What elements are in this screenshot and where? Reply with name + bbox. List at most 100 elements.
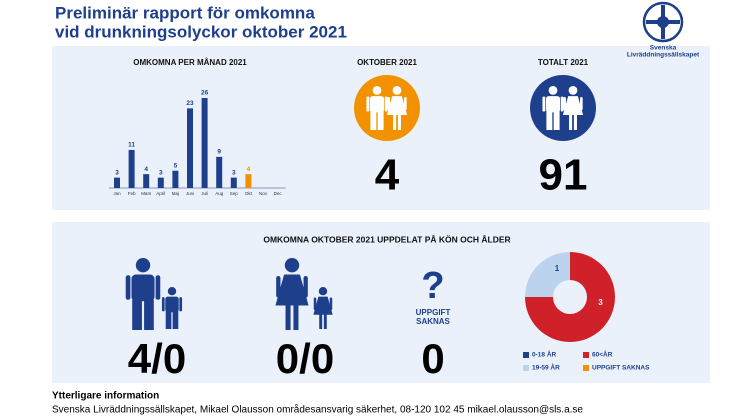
person-arm — [155, 275, 161, 300]
title-line: Preliminär rapport för omkomna — [55, 3, 315, 22]
x-tick-label: Jan — [113, 191, 121, 196]
x-tick-label: Juli — [201, 191, 208, 196]
donut-slice — [525, 252, 570, 297]
x-tick-label: Mars — [141, 191, 152, 196]
stat-value: 91 — [539, 151, 588, 200]
donut-slice — [525, 252, 615, 342]
x-tick-label: Maj — [172, 191, 179, 196]
person-arm — [161, 297, 165, 312]
chart-title: OMKOMNA PER MÅNAD 2021 — [133, 58, 247, 67]
person-body — [165, 296, 179, 313]
person-body — [369, 96, 385, 113]
logo-text: Svenska — [650, 45, 677, 52]
value-label: 4 — [144, 166, 148, 173]
person-leg — [573, 114, 577, 130]
legend-swatch — [523, 365, 529, 371]
women-count: 0/0 — [276, 335, 334, 382]
person-body — [313, 296, 333, 315]
person-leg — [393, 114, 397, 130]
question-icon: ? — [421, 265, 444, 307]
logo-text: Livräddningssällskapet — [627, 52, 700, 59]
person-head — [392, 86, 402, 95]
person-arm — [329, 297, 333, 311]
person-arm — [387, 97, 390, 111]
x-tick-label: Sep — [230, 191, 239, 196]
value-label: 3 — [159, 169, 163, 176]
person-leg — [172, 311, 179, 329]
bar — [230, 177, 237, 188]
person-leg — [165, 311, 172, 329]
slice-label: 3 — [598, 298, 603, 307]
value-label: 9 — [217, 149, 221, 156]
stat-title: OKTOBER 2021 — [357, 58, 417, 67]
x-tick-label: Nov — [259, 191, 268, 196]
person-head — [372, 86, 382, 95]
legend-swatch — [583, 352, 589, 358]
person-arm — [563, 97, 566, 111]
legend-label: 0-18 ÅR — [532, 350, 557, 359]
person-leg — [370, 111, 377, 130]
person-body — [275, 274, 309, 306]
bar — [114, 177, 120, 188]
person-arm — [366, 96, 370, 112]
value-label: 5 — [174, 162, 178, 169]
title-line: vid drunkningsolyckor oktober 2021 — [55, 22, 347, 41]
person-arm — [313, 297, 317, 311]
value-label: 23 — [186, 100, 194, 107]
person-leg — [553, 111, 560, 130]
logo — [642, 1, 684, 43]
bar — [128, 149, 135, 188]
value-label: 3 — [115, 169, 119, 176]
bar — [172, 170, 179, 188]
value-label: 11 — [128, 142, 135, 149]
unknown-label: SAKNAS — [416, 317, 450, 326]
person-leg — [397, 114, 401, 130]
person-leg — [546, 111, 553, 130]
x-tick-label: Dec — [274, 191, 283, 196]
person-body — [545, 96, 561, 113]
slice-label: 1 — [555, 264, 560, 273]
x-tick-label: Okt — [245, 191, 253, 196]
person-leg — [144, 299, 154, 330]
person-leg — [569, 114, 573, 130]
person-head — [167, 287, 177, 296]
men-count: 4/0 — [128, 335, 186, 382]
person-body — [386, 96, 408, 116]
section-title: OMKOMNA OKTOBER 2021 UPPDELAT PÅ KÖN OCH… — [263, 234, 510, 244]
person-leg — [285, 304, 291, 330]
person-head — [548, 86, 558, 95]
legend-swatch — [583, 365, 589, 371]
logo-center — [657, 16, 669, 28]
person-leg — [377, 111, 384, 130]
bar — [201, 98, 208, 188]
bar — [187, 108, 193, 188]
person-arm — [404, 97, 407, 111]
bar — [143, 174, 150, 188]
value-label: 3 — [232, 169, 236, 176]
bar — [157, 177, 164, 188]
person-arm — [125, 275, 131, 300]
x-tick-label: Aug — [215, 191, 224, 196]
footer-heading: Ytterligare information — [52, 391, 159, 402]
legend-label: 19-59 ÅR — [532, 363, 560, 372]
person-leg — [132, 299, 142, 330]
person-leg — [323, 313, 327, 329]
stat-title: TOTALT 2021 — [538, 58, 589, 67]
person-head — [284, 258, 300, 273]
person-head — [135, 258, 151, 273]
person-head — [318, 287, 328, 296]
person-arm — [580, 97, 583, 111]
bar — [245, 174, 252, 188]
footer-text: Svenska Livräddningssällskapet, Mikael O… — [52, 404, 583, 416]
x-tick-label: Feb — [128, 191, 136, 196]
person-arm — [542, 96, 546, 112]
legend-swatch — [523, 352, 529, 358]
legend-label: UPPGIFT SAKNAS — [592, 365, 650, 372]
x-tick-label: Juni — [186, 191, 194, 196]
person-body — [131, 274, 155, 302]
person-arm — [303, 276, 308, 298]
value-label: 4 — [247, 166, 251, 173]
value-label: 26 — [201, 90, 209, 97]
x-tick-label: April — [156, 191, 165, 196]
